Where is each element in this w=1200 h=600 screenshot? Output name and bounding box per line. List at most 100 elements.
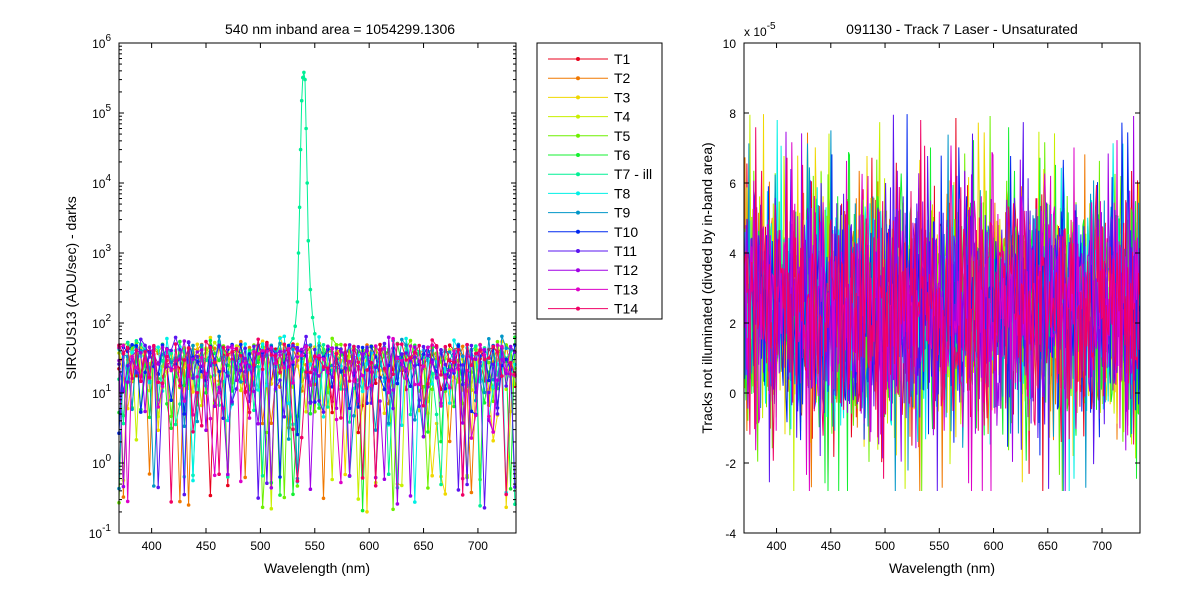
- series-point: [195, 375, 200, 379]
- series-point: [247, 416, 252, 420]
- series-point: [130, 354, 134, 359]
- series-point: [252, 350, 256, 354]
- series-point: [378, 347, 382, 352]
- series-point: [156, 345, 160, 350]
- right-chart-title: 091130 - Track 7 Laser - Unsaturated: [846, 21, 1078, 37]
- series-point: [426, 345, 430, 350]
- series-point: [178, 499, 182, 504]
- series-point: [182, 492, 187, 497]
- legend-marker: [576, 210, 580, 215]
- left-y-tick-label: 105: [92, 103, 111, 121]
- series-point: [386, 379, 391, 383]
- series-point: [252, 363, 256, 367]
- series-point: [343, 343, 348, 347]
- series-point: [391, 406, 395, 411]
- series-point: [143, 370, 147, 375]
- series-point: [482, 390, 487, 395]
- series-point: [356, 405, 361, 409]
- series-point: [195, 354, 200, 359]
- series-point: [321, 365, 326, 369]
- legend-item: T8: [548, 185, 631, 201]
- series-point: [265, 430, 269, 435]
- series-point: [452, 349, 456, 353]
- series-point: [395, 342, 400, 346]
- series-point: [360, 389, 365, 394]
- series-point: [305, 181, 310, 185]
- series-point: [421, 435, 426, 439]
- series-point: [226, 370, 230, 375]
- series-point: [273, 361, 278, 366]
- series-point: [378, 399, 382, 403]
- series-point: [465, 482, 469, 487]
- series-point: [269, 353, 274, 357]
- series-point: [400, 423, 404, 428]
- series-point: [443, 492, 448, 496]
- series-point: [265, 342, 269, 346]
- series-point: [339, 370, 343, 374]
- series-point: [191, 390, 195, 394]
- series-point: [182, 383, 187, 388]
- series-point: [147, 375, 152, 379]
- series-point: [478, 343, 482, 347]
- series-point: [360, 373, 365, 378]
- series-point: [191, 343, 195, 348]
- series-point: [173, 422, 178, 427]
- series-point: [408, 384, 413, 389]
- legend-label: T2: [614, 70, 631, 86]
- series-point: [239, 339, 243, 344]
- series-point: [239, 388, 243, 393]
- series-point: [295, 342, 300, 347]
- series-point: [204, 339, 208, 344]
- series-point: [256, 421, 261, 426]
- series-point: [212, 360, 217, 365]
- series-point: [243, 475, 247, 480]
- series-point: [308, 343, 313, 347]
- series-point: [491, 399, 496, 404]
- series-point: [156, 380, 160, 385]
- series-point: [143, 350, 147, 354]
- series-point: [500, 334, 504, 339]
- series-point: [226, 374, 230, 378]
- series-point: [217, 358, 221, 363]
- series-point: [302, 70, 306, 75]
- series-point: [360, 345, 365, 350]
- series-point: [182, 399, 187, 403]
- series-point: [347, 473, 352, 478]
- series-point: [334, 417, 339, 422]
- series-point: [326, 405, 330, 409]
- series-point: [391, 380, 395, 385]
- right-y-tick-label: 10: [723, 37, 737, 51]
- series-point: [373, 484, 378, 488]
- series-point: [125, 364, 130, 368]
- series-point: [447, 439, 452, 444]
- series-point: [382, 366, 387, 371]
- series-point: [495, 378, 500, 383]
- series-point: [304, 409, 308, 414]
- series-point: [352, 414, 356, 418]
- series-point: [504, 346, 509, 351]
- right-series-group: [743, 114, 1140, 492]
- series-point: [508, 487, 513, 491]
- series-point: [156, 362, 160, 366]
- series-point: [178, 402, 182, 406]
- series-point: [226, 475, 230, 479]
- legend-item: T3: [548, 89, 631, 105]
- series-point: [165, 336, 169, 341]
- series-point: [186, 503, 191, 507]
- series-point: [469, 409, 474, 414]
- series-point: [487, 414, 491, 419]
- legend-item: T9: [548, 205, 631, 221]
- series-point: [299, 347, 304, 352]
- series-point: [195, 350, 200, 354]
- series-point: [134, 344, 139, 348]
- series-point: [260, 342, 265, 346]
- series-point: [139, 410, 143, 414]
- series-point: [491, 344, 496, 349]
- series-point: [247, 365, 252, 369]
- series-point: [460, 493, 465, 497]
- series-point: [334, 351, 339, 356]
- series-point: [408, 494, 413, 498]
- series-point: [173, 342, 178, 346]
- right-series-line-t13: [743, 140, 1140, 492]
